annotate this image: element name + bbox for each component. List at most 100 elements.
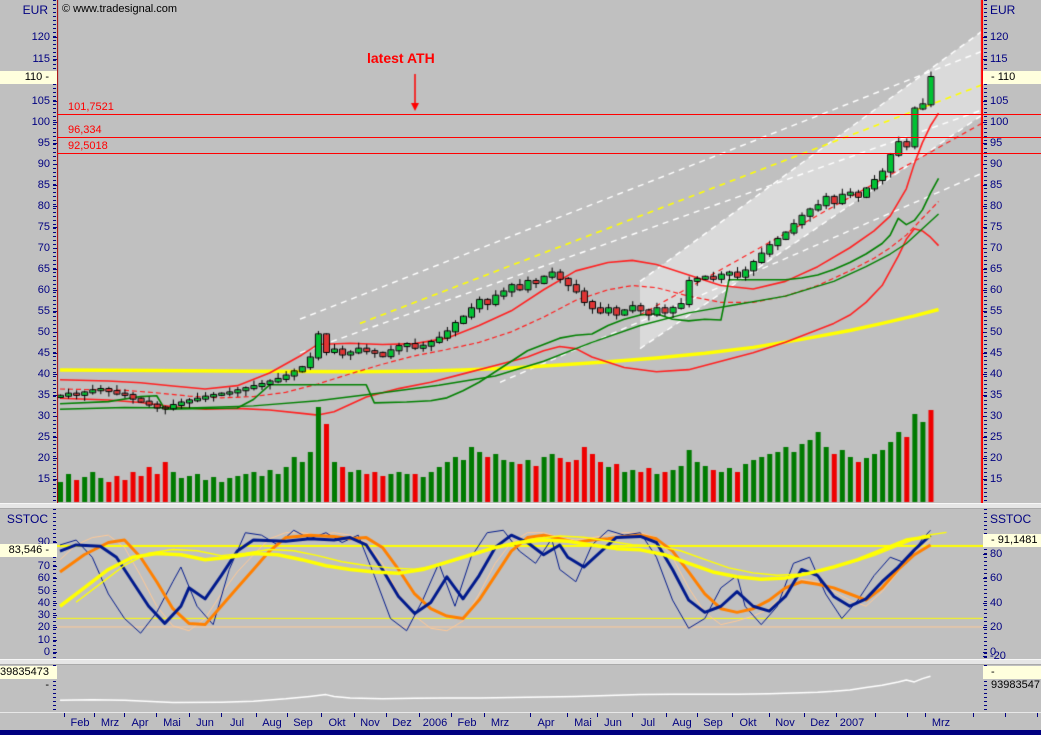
sstoc-plot[interactable] [57, 509, 983, 659]
axis-tick-label: 70 [37, 560, 50, 573]
month-tick [451, 713, 452, 717]
price-chart-plot[interactable] [57, 0, 983, 503]
axis-tick [53, 566, 57, 568]
month-label: Feb [70, 717, 90, 729]
axis-tick [53, 415, 57, 417]
axis-tick-label: 10 [37, 633, 50, 646]
month-tick [836, 713, 837, 717]
sstoc-value-badge-left: 83,546 [0, 543, 57, 557]
axis-tick [983, 268, 987, 270]
sstoc-axis-left: SSTOC 83,546 9080706050403020100 [0, 509, 57, 659]
month-tick [925, 713, 926, 717]
axis-tick-label: 105 [31, 94, 50, 107]
month-label: Jun [196, 717, 214, 729]
axis-tick-label: 40 [990, 596, 1003, 609]
panel-separator[interactable] [0, 659, 1041, 665]
axis-tick [53, 226, 57, 228]
minor-ticks [984, 665, 987, 712]
axis-tick-label: 60 [990, 283, 1003, 296]
month-tick [597, 713, 598, 717]
volume-axis-right: 500 M 93983547 [983, 665, 1041, 712]
axis-tick [983, 627, 987, 629]
price-axis-title-left: EUR [22, 3, 48, 17]
axis-tick [53, 639, 57, 641]
axis-tick [983, 553, 987, 555]
month-tick [973, 713, 974, 717]
axis-tick-label: 15 [37, 473, 50, 485]
axis-tick-label: 45 [37, 346, 50, 359]
month-tick [632, 713, 633, 717]
last-price-badge-right: 110 [983, 71, 1041, 84]
axis-tick [53, 142, 57, 144]
axis-tick-label: 30 [990, 409, 1003, 422]
month-label: Feb [457, 717, 477, 729]
month-tick [386, 713, 387, 717]
month-label: Apr [537, 717, 555, 729]
month-tick [530, 713, 531, 717]
axis-tick [53, 627, 57, 629]
month-label: Dez [810, 717, 830, 729]
axis-tick-label: 75 [37, 220, 50, 233]
month-tick [156, 713, 157, 717]
month-tick [875, 713, 876, 717]
axis-tick-label: 25 [37, 430, 50, 443]
month-tick [64, 713, 65, 717]
axis-tick-label: 70 [990, 241, 1003, 254]
axis-tick-label: 95 [37, 136, 50, 149]
axis-tick [983, 163, 987, 165]
panel-separator[interactable] [0, 503, 1041, 509]
axis-tick [983, 205, 987, 207]
axis-tick [53, 394, 57, 396]
axis-tick-label: 25 [990, 430, 1003, 443]
axis-tick [53, 615, 57, 617]
axis-tick-label: 0 [990, 646, 997, 658]
axis-tick-label: 115 [990, 52, 1008, 65]
axis-tick-label: 100 [31, 115, 50, 128]
month-label: Aug [672, 717, 692, 729]
time-axis: Feb Mrz Apr Mai Jun Jul Aug Sep Okt Nov Dez 2006 Feb… [0, 712, 1041, 731]
axis-tick-label: 80 [990, 547, 1003, 560]
axis-tick-label: 60 [37, 283, 50, 296]
month-label: Nov [775, 717, 795, 729]
axis-tick [53, 121, 57, 123]
month-tick [221, 713, 222, 717]
month-tick [94, 713, 95, 717]
axis-tick-label: 120 [990, 31, 1009, 44]
month-tick [189, 713, 190, 717]
axis-tick [983, 142, 987, 144]
minor-ticks [53, 665, 56, 712]
axis-tick [983, 226, 987, 228]
month-tick [321, 713, 322, 717]
month-tick [567, 713, 568, 717]
price-axis-right: EUR 110 12011511010510095908580757065605… [983, 0, 1041, 503]
axis-tick [983, 289, 987, 291]
axis-tick [53, 578, 57, 580]
axis-tick [53, 37, 57, 39]
axis-tick [983, 58, 987, 60]
month-tick [484, 713, 485, 717]
volume-plot[interactable] [57, 665, 983, 712]
month-label: Apr [131, 717, 149, 729]
axis-tick [983, 479, 987, 480]
axis-tick [53, 373, 57, 375]
axis-tick [53, 541, 57, 543]
sstoc-axis-title-right: SSTOC [990, 512, 1032, 526]
axis-tick-label: 115 [32, 52, 50, 65]
resistance-label-96: 96,334 [68, 124, 102, 136]
month-label: Sep [293, 717, 313, 729]
axis-tick-label: 30 [37, 609, 50, 622]
axis-tick [53, 310, 57, 312]
month-tick [1005, 713, 1006, 717]
axis-tick [983, 394, 987, 396]
axis-tick-label: 50 [990, 325, 1003, 338]
axis-tick-label: 60 [37, 572, 50, 585]
axis-tick [983, 331, 987, 333]
month-tick [907, 713, 908, 717]
axis-tick-label: 40 [37, 367, 50, 380]
axis-tick-label: 60 [990, 572, 1003, 585]
axis-tick-label: 45 [990, 346, 1003, 359]
axis-tick-label: 0 [43, 646, 50, 658]
minor-ticks [53, 0, 56, 503]
month-label: Mai [163, 717, 181, 729]
